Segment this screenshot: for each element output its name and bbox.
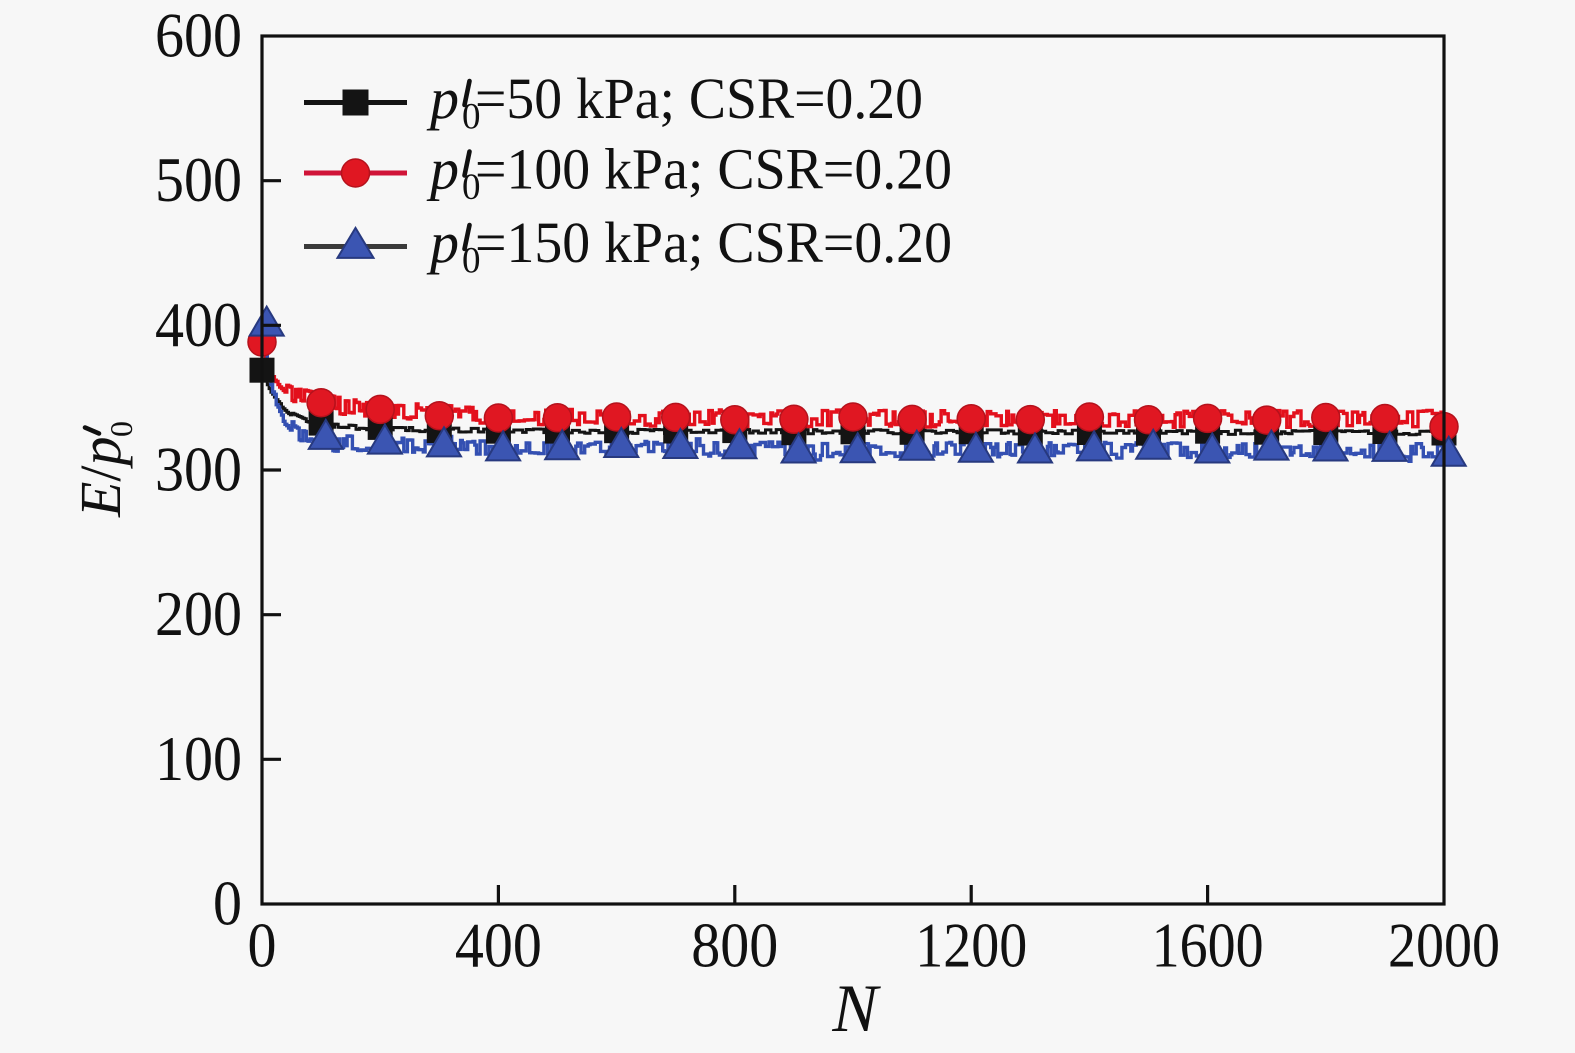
svg-text:0: 0 [248,910,277,981]
svg-text:100: 100 [155,723,242,794]
svg-text:p: p [426,210,459,275]
svg-text:E/p: E/p [68,436,133,518]
svg-text:p: p [426,66,459,131]
svg-text:0: 0 [462,167,481,208]
svg-text:400: 400 [455,910,542,981]
svg-text:200: 200 [155,578,242,649]
svg-text:800: 800 [691,910,778,981]
svg-text:1600: 1600 [1152,910,1264,981]
svg-text:400: 400 [155,289,242,360]
svg-text:300: 300 [155,434,242,505]
svg-text:0: 0 [103,421,139,437]
svg-text:=50 kPa; CSR=0.20: =50 kPa; CSR=0.20 [475,66,923,131]
svg-text:=150 kPa; CSR=0.20: =150 kPa; CSR=0.20 [475,210,952,275]
svg-text:p: p [426,137,459,202]
svg-text:600: 600 [155,0,242,71]
svg-text:1200: 1200 [915,910,1027,981]
svg-text:0: 0 [462,241,481,282]
svg-text:0: 0 [213,868,242,939]
svg-text:500: 500 [155,144,242,215]
svg-text:N: N [831,970,881,1046]
svg-text:=100 kPa; CSR=0.20: =100 kPa; CSR=0.20 [475,137,952,202]
svg-text:0: 0 [462,97,481,138]
svg-text:2000: 2000 [1388,910,1500,981]
